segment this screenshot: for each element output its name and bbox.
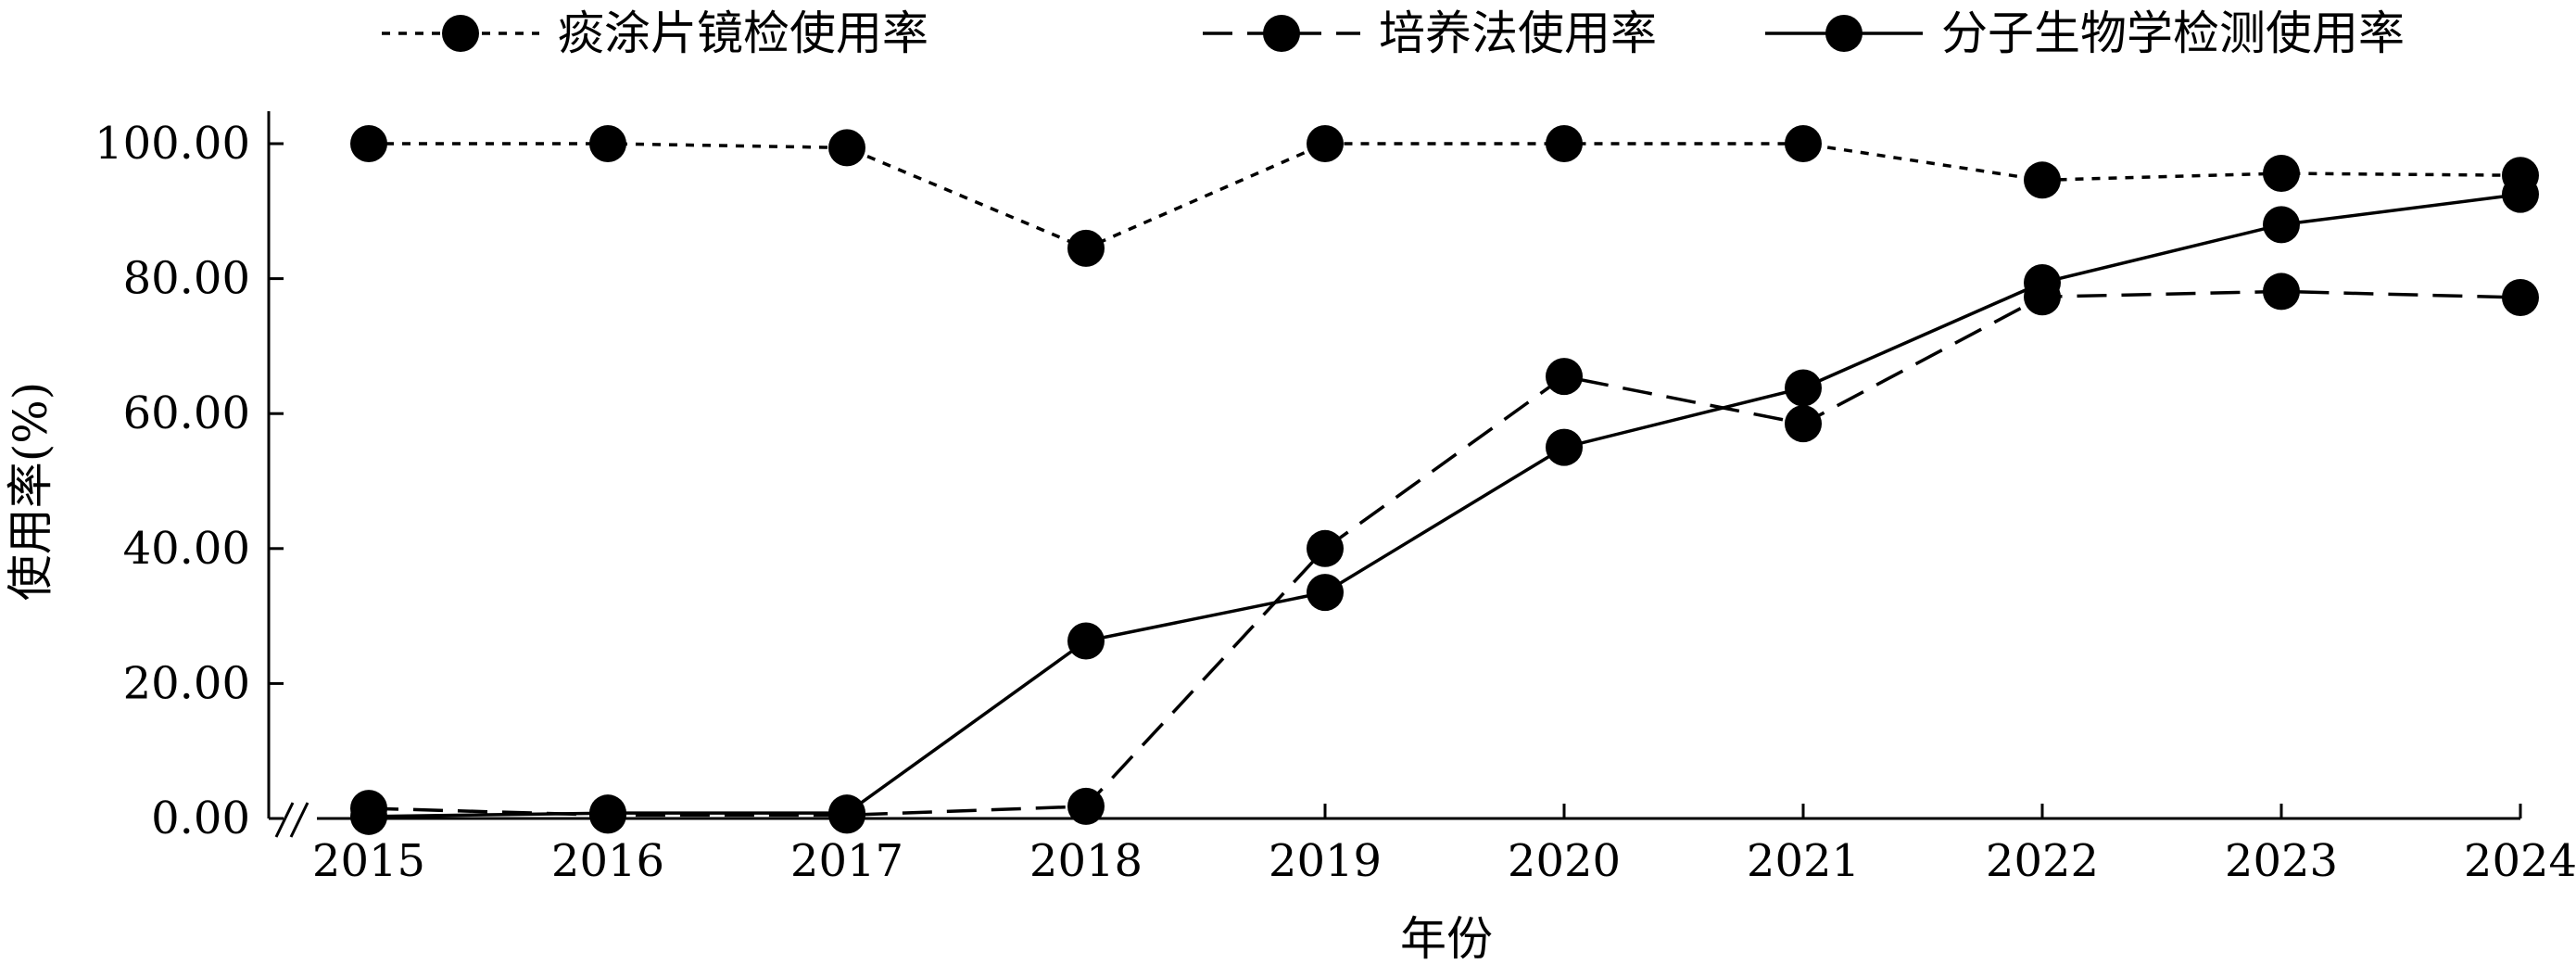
data-point (1067, 622, 1105, 660)
axes: 0.00 20.00 40.00 60.00 80.00 100.00 2015 2016 20… (95, 111, 2576, 887)
data-point (1307, 574, 1344, 612)
data-point (1067, 229, 1105, 267)
data-point (589, 794, 626, 832)
y-tick-label: 40.00 (123, 523, 250, 575)
data-point (1307, 529, 1344, 567)
series (350, 125, 2539, 267)
series (350, 273, 2539, 834)
series (350, 175, 2539, 835)
data-point (589, 125, 626, 162)
x-tick-label: 2017 (790, 835, 903, 887)
legend-label: 分子生物学检测使用率 (1941, 6, 2405, 60)
x-tick-label: 2018 (1029, 835, 1143, 887)
y-tick-label: 60.00 (123, 387, 250, 439)
data-point (1067, 787, 1105, 825)
y-tick-label: 20.00 (123, 657, 250, 709)
x-tick-label: 2022 (1986, 835, 2099, 887)
x-tick-label: 2019 (1269, 835, 1382, 887)
data-point (2263, 273, 2300, 311)
data-point (350, 797, 387, 835)
x-tick-label: 2020 (1508, 835, 1621, 887)
x-axis-title: 年份 (1400, 912, 1493, 964)
legend-item: 培养法使用率 (1203, 6, 1657, 60)
x-tick-label: 2021 (1747, 835, 1860, 887)
data-point (2502, 175, 2539, 213)
data-point (2502, 278, 2539, 316)
x-tick-label: 2015 (312, 835, 425, 887)
series-layer (350, 125, 2539, 835)
data-point (1546, 125, 1583, 162)
data-point (828, 129, 865, 167)
axis-break-line (274, 802, 295, 838)
x-tick-label: 2023 (2225, 835, 2338, 887)
data-point (350, 125, 387, 162)
x-tick-label: 2024 (2464, 835, 2576, 887)
data-point (2024, 161, 2061, 199)
legend: 痰涂片镜检使用率 培养法使用率 分子生物学检测使用率 (382, 6, 2405, 60)
series-line (368, 289, 2521, 818)
legend-label: 痰涂片镜检使用率 (558, 6, 928, 60)
data-point (1785, 405, 1822, 443)
y-tick-label: 100.00 (95, 118, 250, 170)
legend-swatch-marker (1825, 15, 1863, 52)
data-point (1785, 125, 1822, 162)
legend-item: 痰涂片镜检使用率 (382, 6, 928, 60)
y-tick-label: 0.00 (151, 793, 250, 844)
data-point (828, 794, 865, 832)
data-point (1546, 428, 1583, 466)
data-point (2263, 155, 2300, 193)
legend-swatch-marker (442, 15, 479, 52)
series-line (369, 142, 2521, 250)
series-line (368, 192, 2521, 818)
x-tick-label: 2016 (551, 835, 664, 887)
data-point (1785, 369, 1822, 407)
legend-swatch-marker (1263, 15, 1300, 52)
data-point (1546, 358, 1583, 396)
legend-label: 培养法使用率 (1379, 6, 1657, 60)
data-point (2024, 263, 2061, 301)
y-tick-label: 80.00 (123, 253, 250, 305)
data-point (2263, 206, 2300, 244)
data-point (1307, 125, 1344, 162)
axis-break-line (289, 802, 309, 838)
axis-break-mark (274, 802, 309, 838)
legend-item: 分子生物学检测使用率 (1765, 6, 2405, 60)
y-axis-title: 使用率(%) (4, 382, 57, 602)
